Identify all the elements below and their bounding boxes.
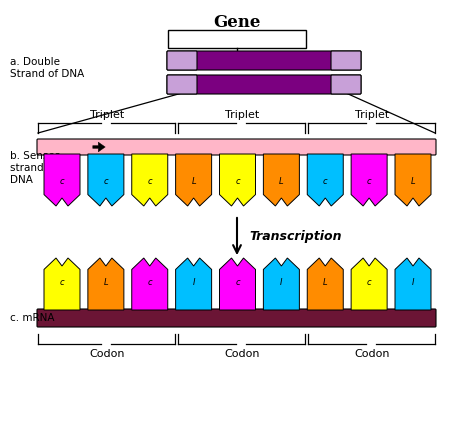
FancyBboxPatch shape <box>167 51 197 70</box>
Polygon shape <box>176 154 211 206</box>
Text: c: c <box>367 278 372 288</box>
Text: c: c <box>103 176 108 186</box>
Polygon shape <box>219 154 255 206</box>
Text: c: c <box>147 176 152 186</box>
Polygon shape <box>44 154 80 206</box>
Polygon shape <box>88 154 124 206</box>
FancyBboxPatch shape <box>37 309 436 327</box>
Polygon shape <box>395 154 431 206</box>
Polygon shape <box>219 258 255 310</box>
Polygon shape <box>395 258 431 310</box>
Polygon shape <box>264 154 300 206</box>
Text: c: c <box>235 176 240 186</box>
Polygon shape <box>351 154 387 206</box>
Text: Triplet: Triplet <box>90 110 124 120</box>
Text: c: c <box>323 176 328 186</box>
Polygon shape <box>132 258 168 310</box>
FancyBboxPatch shape <box>167 75 197 94</box>
Polygon shape <box>44 258 80 310</box>
Text: I: I <box>192 278 195 288</box>
Polygon shape <box>351 258 387 310</box>
Text: c. mRNA: c. mRNA <box>10 313 55 323</box>
Text: Triplet: Triplet <box>355 110 389 120</box>
Text: L: L <box>410 176 415 186</box>
Polygon shape <box>88 258 124 310</box>
Text: L: L <box>323 278 328 288</box>
Text: I: I <box>412 278 414 288</box>
FancyBboxPatch shape <box>37 139 436 155</box>
Text: c: c <box>60 176 64 186</box>
Text: Codon: Codon <box>354 349 390 359</box>
Polygon shape <box>176 258 211 310</box>
Text: c: c <box>60 278 64 288</box>
Text: a. Double
Strand of DNA: a. Double Strand of DNA <box>10 57 84 79</box>
Text: c: c <box>235 278 240 288</box>
FancyBboxPatch shape <box>331 51 361 70</box>
FancyBboxPatch shape <box>168 30 306 48</box>
FancyBboxPatch shape <box>167 75 361 94</box>
Text: L: L <box>103 278 108 288</box>
Text: L: L <box>191 176 196 186</box>
Text: c: c <box>367 176 372 186</box>
FancyBboxPatch shape <box>331 75 361 94</box>
Polygon shape <box>307 258 343 310</box>
Text: L: L <box>279 176 283 186</box>
Polygon shape <box>132 154 168 206</box>
Text: b. Senses
strand of
DNA: b. Senses strand of DNA <box>10 152 60 184</box>
Text: Codon: Codon <box>224 349 260 359</box>
Text: Triplet: Triplet <box>225 110 259 120</box>
FancyBboxPatch shape <box>167 51 361 70</box>
Polygon shape <box>307 154 343 206</box>
Text: Codon: Codon <box>89 349 125 359</box>
Text: Transcription: Transcription <box>249 230 341 243</box>
Text: Gene: Gene <box>213 14 261 31</box>
Text: I: I <box>280 278 283 288</box>
Polygon shape <box>264 258 300 310</box>
Text: c: c <box>147 278 152 288</box>
